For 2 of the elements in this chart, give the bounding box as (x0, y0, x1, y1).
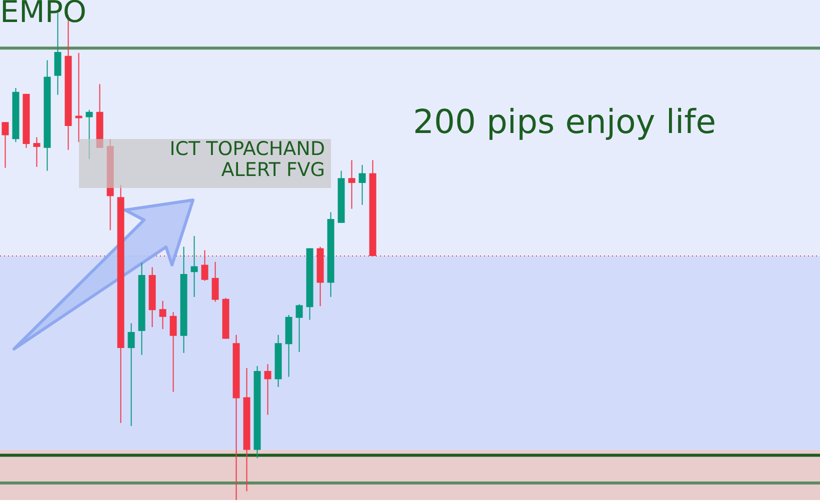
annotation: EMPO (0, 0, 87, 30)
text: 200 pips enjoy life (413, 102, 716, 141)
